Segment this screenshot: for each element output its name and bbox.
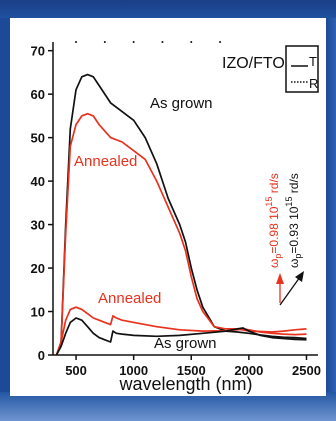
axes <box>52 42 318 356</box>
x-tick-label-1: 1000 <box>119 363 148 378</box>
top-frame-dots <box>75 41 222 43</box>
omega-as-grown-label: ωp=0.93 1015 rd/s <box>284 173 303 268</box>
x-axis-title: wavelength (nm) <box>118 374 252 394</box>
top-dot-1 <box>103 41 106 43</box>
series-line-annealed-r <box>55 306 307 356</box>
slide-top-band <box>0 0 336 18</box>
y-ticks: 0 10 20 30 40 50 60 70 <box>31 44 53 363</box>
label-annealed-r: Annealed <box>98 290 161 307</box>
y-tick-label-0: 0 <box>38 348 45 363</box>
series-line-as-grown-t <box>55 73 307 356</box>
arrow-annealed-head <box>276 273 284 284</box>
x-tick-label-3: 2000 <box>234 363 263 378</box>
top-dot-3 <box>161 41 164 43</box>
y-tick-label-1: 10 <box>31 305 45 320</box>
y-tick-label-4: 40 <box>31 174 45 189</box>
legend-entry-r: R <box>309 76 318 91</box>
x-tick-label-4: 2500 <box>292 363 321 378</box>
slide-right-band <box>326 18 336 398</box>
y-tick-label-3: 30 <box>31 218 45 233</box>
top-dot-0 <box>75 41 78 43</box>
label-annealed-t: Annealed <box>74 153 137 170</box>
arrow-as-grown <box>279 276 301 306</box>
y-tick-label-5: 50 <box>31 131 45 146</box>
y-tick-label-7: 70 <box>31 44 45 59</box>
legend-box <box>285 45 319 93</box>
omega-annealed-label: ωp=0.98 1015 rd/s <box>264 173 283 268</box>
top-dot-5 <box>219 41 222 43</box>
legend-entry-t: T <box>309 54 317 69</box>
transmittance-reflectance-chart: 0 10 20 30 40 50 60 70 500 1000 1500 2000 2500 IZO/… <box>31 41 321 394</box>
label-as-grown-r: As grown <box>154 335 217 352</box>
arrow-as-grown-head <box>295 271 304 282</box>
top-dot-2 <box>132 41 135 43</box>
series-line-as-grown-r <box>55 317 307 356</box>
x-ticks: 500 1000 1500 2000 2500 <box>65 355 321 378</box>
y-tick-label-2: 20 <box>31 261 45 276</box>
legend: IZO/FTO T R <box>222 45 319 93</box>
plasma-frequency-arrows <box>276 271 304 306</box>
series-layer <box>55 73 307 356</box>
x-tick-label-2: 1500 <box>177 363 206 378</box>
x-tick-label-0: 500 <box>65 363 87 378</box>
legend-label: IZO/FTO <box>222 55 285 72</box>
top-dot-4 <box>190 41 193 43</box>
slide-bottom-band <box>0 392 336 421</box>
y-tick-label-6: 60 <box>31 87 45 102</box>
label-as-grown-t: As grown <box>150 95 213 112</box>
